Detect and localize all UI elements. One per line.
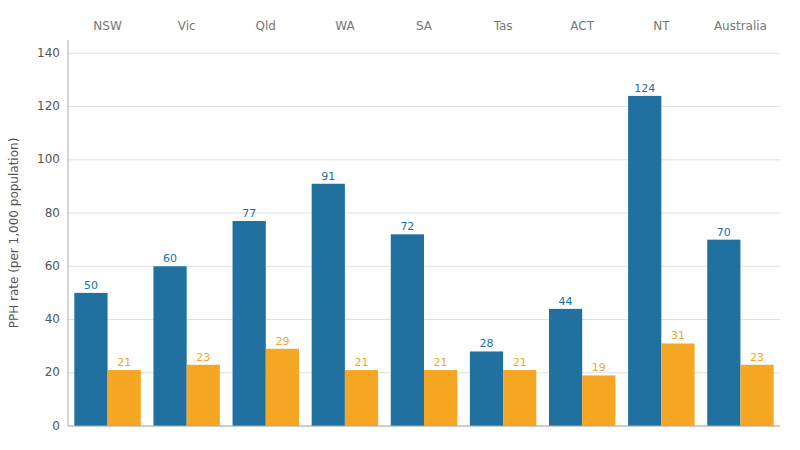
y-axis-line bbox=[68, 40, 69, 426]
bar bbox=[661, 343, 694, 426]
data-label: 29 bbox=[275, 335, 289, 348]
chart-container: 0 20 40 60 80 100 120 140 PPH rate (per 1,000 po… bbox=[0, 0, 800, 450]
bar bbox=[470, 351, 503, 426]
bar bbox=[266, 349, 299, 426]
y-tick-label: 100 bbox=[37, 152, 60, 166]
category-label: Australia bbox=[714, 19, 767, 33]
grid-line bbox=[68, 106, 780, 107]
y-tick-label: 80 bbox=[45, 206, 60, 220]
category-label: WA bbox=[335, 19, 355, 33]
bar bbox=[424, 370, 457, 426]
data-label: 77 bbox=[242, 207, 256, 220]
category-label: NT bbox=[653, 19, 670, 33]
bar bbox=[312, 184, 345, 426]
grid-line bbox=[68, 159, 780, 160]
y-ticks: 0 20 40 60 80 100 120 140 bbox=[37, 46, 60, 433]
bar bbox=[345, 370, 378, 426]
category-label: Qld bbox=[256, 19, 276, 33]
bar bbox=[582, 375, 615, 426]
bar bbox=[153, 266, 186, 426]
bar bbox=[108, 370, 141, 426]
y-axis-label: PPH rate (per 1,000 population) bbox=[7, 138, 21, 329]
bar bbox=[628, 96, 661, 426]
category-label: SA bbox=[416, 19, 433, 33]
y-tick-label: 120 bbox=[37, 99, 60, 113]
y-tick-label: 0 bbox=[52, 419, 60, 433]
bar bbox=[233, 221, 266, 426]
data-label: 91 bbox=[321, 170, 335, 183]
data-label: 60 bbox=[163, 252, 177, 265]
bar bbox=[740, 365, 773, 426]
category-label: NSW bbox=[93, 19, 122, 33]
data-label: 28 bbox=[479, 337, 493, 350]
bar bbox=[503, 370, 536, 426]
grid bbox=[68, 53, 780, 426]
data-label: 23 bbox=[196, 351, 210, 364]
bar bbox=[187, 365, 220, 426]
bars bbox=[74, 96, 773, 426]
data-label: 23 bbox=[750, 351, 764, 364]
category-labels: NSW Vic Qld WA SA Tas ACT NT Australia bbox=[93, 19, 767, 33]
category-label: Tas bbox=[493, 19, 513, 33]
y-tick-label: 40 bbox=[45, 312, 60, 326]
data-label: 19 bbox=[592, 361, 606, 374]
data-labels: 50 60 77 91 72 28 44 124 70 21 23 29 21 21 21 19 31 23 bbox=[84, 82, 764, 375]
y-tick-label: 60 bbox=[45, 259, 60, 273]
data-label: 21 bbox=[513, 356, 527, 369]
bar bbox=[391, 234, 424, 426]
chart: 0 20 40 60 80 100 120 140 PPH rate (per 1,000 po… bbox=[0, 0, 800, 450]
data-label: 21 bbox=[355, 356, 369, 369]
data-label: 21 bbox=[434, 356, 448, 369]
bar bbox=[549, 309, 582, 426]
grid-line bbox=[68, 426, 780, 427]
data-label: 44 bbox=[559, 295, 573, 308]
category-label: Vic bbox=[178, 19, 196, 33]
bar bbox=[707, 240, 740, 426]
category-label: ACT bbox=[570, 19, 594, 33]
data-label: 70 bbox=[717, 226, 731, 239]
y-tick-label: 20 bbox=[45, 365, 60, 379]
y-tick-label: 140 bbox=[37, 46, 60, 60]
data-label: 50 bbox=[84, 279, 98, 292]
bar bbox=[74, 293, 107, 426]
data-label: 72 bbox=[400, 220, 414, 233]
data-label: 124 bbox=[634, 82, 655, 95]
grid-line bbox=[68, 53, 780, 54]
data-label: 21 bbox=[117, 356, 131, 369]
data-label: 31 bbox=[671, 329, 685, 342]
grid-line bbox=[68, 213, 780, 214]
x-axis-line bbox=[68, 426, 780, 427]
